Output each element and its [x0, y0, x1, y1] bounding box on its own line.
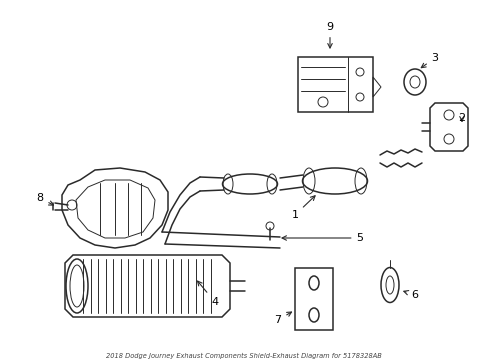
Text: 9: 9: [326, 22, 333, 48]
Text: 2: 2: [458, 113, 465, 123]
Text: 7: 7: [274, 312, 291, 325]
Text: 1: 1: [291, 196, 314, 220]
Text: 3: 3: [421, 53, 438, 68]
Text: 8: 8: [37, 193, 53, 205]
Text: 5: 5: [282, 233, 363, 243]
Text: 4: 4: [197, 281, 218, 307]
Text: 6: 6: [403, 290, 418, 300]
Text: 2018 Dodge Journey Exhaust Components Shield-Exhaust Diagram for 5178328AB: 2018 Dodge Journey Exhaust Components Sh…: [106, 353, 381, 359]
